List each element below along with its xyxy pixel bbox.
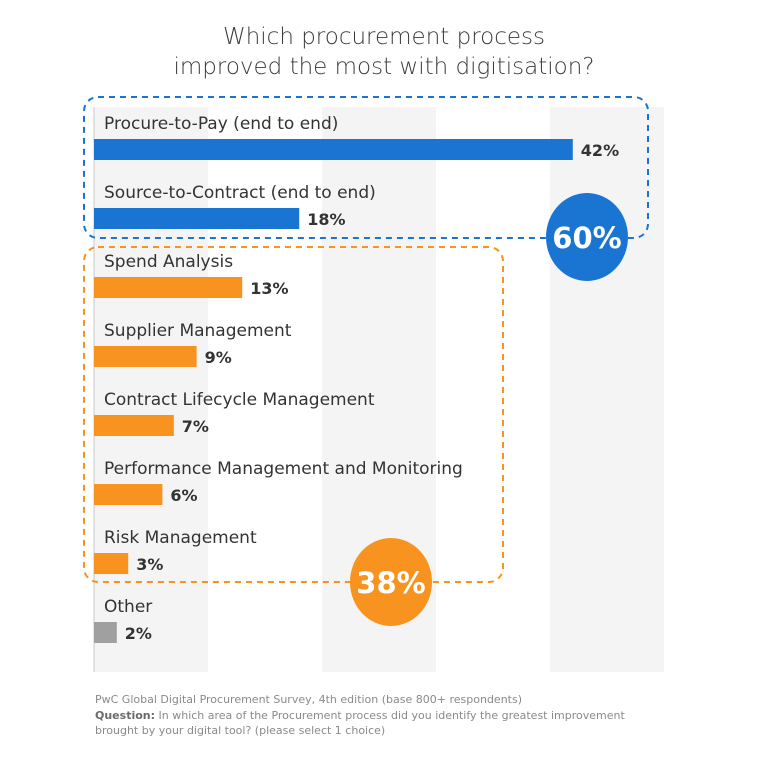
bar xyxy=(94,484,163,505)
bar xyxy=(94,553,129,574)
group-total-label: 38% xyxy=(356,566,425,600)
footer-question: Question: In which area of the Procureme… xyxy=(95,709,625,722)
bar xyxy=(94,622,117,643)
category-label: Procure-to-Pay (end to end) xyxy=(104,114,338,134)
group-box-1 xyxy=(83,246,504,583)
value-label: 7% xyxy=(182,417,209,436)
category-label: Supplier Management xyxy=(104,321,292,341)
question-label: Question: xyxy=(95,709,156,722)
group-total-circle xyxy=(350,538,432,626)
bar xyxy=(94,346,197,367)
value-label: 18% xyxy=(307,210,345,229)
bar xyxy=(94,139,573,160)
bar xyxy=(94,208,300,229)
value-label: 3% xyxy=(136,555,163,574)
value-label: 42% xyxy=(581,141,619,160)
category-label: Contract Lifecycle Management xyxy=(104,390,375,410)
value-label: 6% xyxy=(170,486,197,505)
category-label: Other xyxy=(104,597,152,617)
group-total-label: 60% xyxy=(552,221,621,255)
grid-band xyxy=(94,107,208,672)
value-label: 2% xyxy=(125,624,152,643)
category-label: Performance Management and Monitoring xyxy=(104,459,463,479)
group-total-circle xyxy=(546,193,628,281)
footer-question-cont: brought by your digital tool? (please se… xyxy=(95,724,386,737)
chart-title-line-1: Which procurement process xyxy=(222,24,546,50)
value-label: 9% xyxy=(205,348,232,367)
category-label: Spend Analysis xyxy=(104,252,233,272)
question-text: In which area of the Procurement process… xyxy=(155,709,625,722)
group-box-0 xyxy=(83,96,649,239)
bar xyxy=(94,277,243,298)
footer-source: PwC Global Digital Procurement Survey, 4… xyxy=(95,693,522,706)
chart-title-line-2: improved the most with digitisation? xyxy=(173,54,595,80)
category-label: Risk Management xyxy=(104,528,257,548)
category-label: Source-to-Contract (end to end) xyxy=(104,183,376,203)
value-label: 13% xyxy=(250,279,288,298)
bar xyxy=(94,415,174,436)
grid-band xyxy=(550,107,664,672)
